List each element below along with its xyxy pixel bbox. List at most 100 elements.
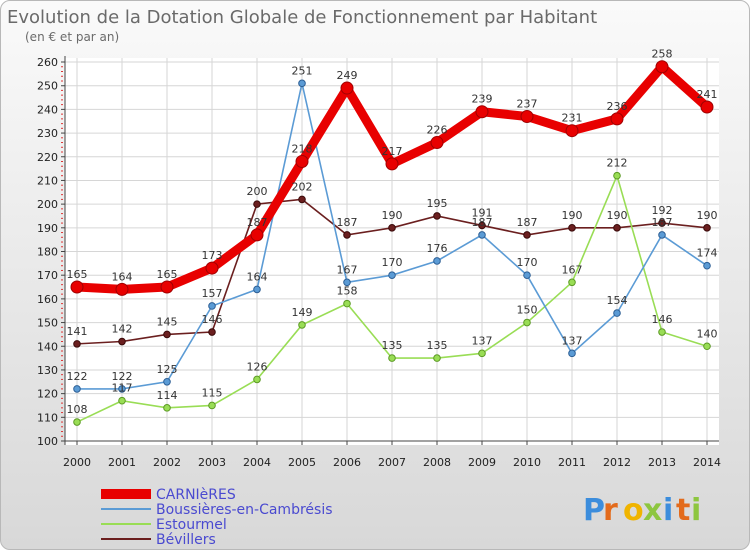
x-tick-label: 2003 [198, 456, 226, 469]
data-point [388, 271, 396, 279]
data-label: 241 [697, 88, 718, 101]
data-point [433, 212, 441, 220]
x-tick-label: 2001 [108, 456, 136, 469]
y-tick-label: 240 [37, 103, 58, 116]
data-label: 187 [337, 216, 358, 229]
y-tick-label: 160 [37, 293, 58, 306]
data-point [658, 231, 666, 239]
data-label: 190 [382, 209, 403, 222]
data-labels: 165 164 165 173 187 218 249 217 226 239 237 231 236 2… [67, 48, 718, 416]
data-label: 150 [517, 304, 538, 317]
data-label: 192 [652, 204, 673, 217]
data-label: 146 [202, 313, 223, 326]
data-label: 231 [562, 112, 583, 125]
data-label: 140 [697, 327, 718, 340]
data-point [568, 349, 576, 358]
data-label: 146 [652, 313, 673, 326]
legend: CARNIèRESBoussières-en-CambrésisEstourme… [101, 487, 333, 548]
data-label: 142 [112, 323, 133, 336]
data-label: 237 [517, 97, 538, 110]
x-axis-ticks: 2000 2001 2002 2003 2004 2005 2006 2007 2008 2009… [63, 441, 721, 469]
data-label: 187 [247, 216, 268, 229]
data-point [73, 340, 81, 348]
data-label: 158 [337, 285, 358, 298]
series-1 [73, 79, 711, 393]
data-point [658, 219, 666, 227]
data-label: 251 [292, 64, 313, 77]
data-label: 117 [112, 382, 133, 395]
data-point [343, 278, 351, 287]
data-label: 141 [67, 325, 88, 338]
data-point [433, 354, 441, 362]
y-tick-label: 250 [37, 80, 58, 93]
data-label: 176 [427, 242, 448, 255]
data-point [475, 105, 489, 119]
data-label: 122 [67, 370, 88, 383]
data-point [298, 79, 306, 88]
y-tick-label: 190 [37, 222, 58, 235]
chart-subtitle: (en € et par an) [25, 30, 119, 44]
data-point [613, 309, 621, 317]
data-label: 165 [67, 268, 88, 281]
data-point [298, 321, 306, 329]
y-tick-label: 150 [37, 317, 58, 330]
y-tick-label: 220 [37, 151, 58, 164]
x-tick-label: 2009 [468, 456, 496, 469]
data-label: 258 [652, 48, 673, 61]
data-point [523, 231, 531, 239]
logo-letter: i [663, 493, 673, 528]
data-label: 187 [517, 216, 538, 229]
data-point [295, 154, 309, 168]
data-label: 115 [202, 386, 223, 399]
data-label: 135 [427, 339, 448, 352]
y-tick-label: 210 [37, 174, 58, 187]
data-point [613, 171, 621, 180]
series-2 [73, 171, 711, 426]
data-label: 154 [607, 294, 628, 307]
x-tick-label: 2000 [63, 456, 91, 469]
data-point [163, 404, 171, 412]
data-label: 187 [472, 216, 493, 229]
data-label: 126 [247, 360, 268, 373]
legend-label: CARNIèRES [156, 487, 236, 503]
x-tick-label: 2002 [153, 456, 181, 469]
y-tick-label: 140 [37, 340, 58, 353]
series-3 [73, 195, 711, 348]
y-tick-label: 180 [37, 246, 58, 259]
data-point [523, 271, 531, 279]
legend-label: Bévillers [156, 532, 216, 548]
data-point [118, 396, 126, 405]
data-label: 218 [292, 142, 313, 155]
data-point [388, 224, 396, 232]
chart-title: Evolution de la Dotation Globale de Fonc… [7, 7, 597, 28]
data-point [73, 385, 81, 393]
y-tick-label: 130 [37, 364, 58, 377]
data-label: 226 [427, 124, 448, 137]
data-label: 125 [157, 363, 178, 376]
legend-label: Estourmel [156, 517, 227, 533]
y-tick-label: 110 [37, 411, 58, 424]
data-point [430, 136, 444, 150]
data-point [343, 299, 351, 308]
logo-letter: r [603, 493, 618, 528]
x-tick-label: 2014 [693, 456, 721, 469]
data-label: 167 [337, 263, 358, 276]
y-tick-label: 120 [37, 388, 58, 401]
data-point [703, 224, 711, 232]
data-point [523, 318, 531, 327]
data-point [253, 200, 261, 208]
axes [61, 56, 719, 445]
x-tick-label: 2006 [333, 456, 361, 469]
data-point [205, 261, 219, 275]
data-point [118, 337, 126, 346]
data-point [388, 354, 396, 362]
data-point [115, 282, 129, 296]
data-label: 190 [697, 209, 718, 222]
x-tick-label: 2005 [288, 456, 316, 469]
proxiti-logo: Pr o x i t i [583, 493, 701, 528]
data-label: 187 [652, 216, 673, 229]
series-0 [70, 60, 714, 296]
data-point [208, 401, 216, 410]
data-point [250, 228, 264, 242]
